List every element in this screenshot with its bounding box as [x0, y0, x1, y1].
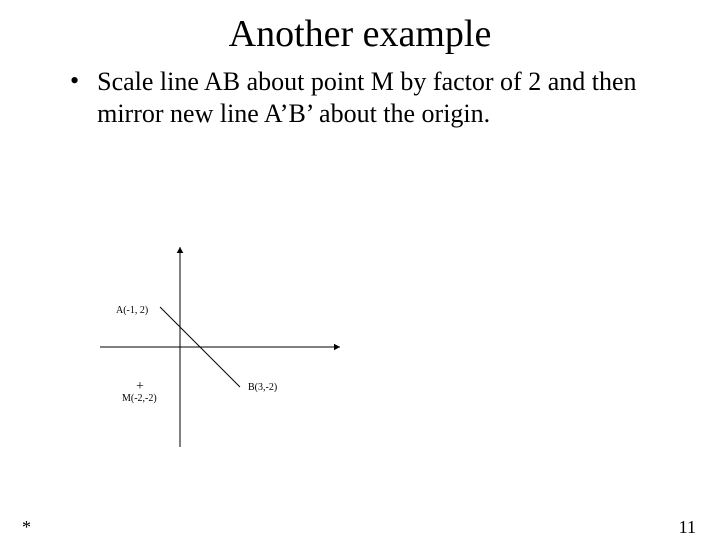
svg-text:B(3,-2): B(3,-2): [248, 382, 277, 393]
footer-left: *: [22, 517, 31, 538]
bullet-text: Scale line AB about point M by factor of…: [97, 66, 660, 130]
svg-text:A(-1, 2): A(-1, 2): [116, 305, 148, 316]
page-number: 11: [679, 517, 696, 538]
svg-text:+: +: [136, 379, 144, 394]
bullet-item: • Scale line AB about point M by factor …: [70, 66, 660, 130]
coordinate-diagram: A(-1, 2) B(3,-2) +M(-2,-2): [90, 227, 370, 477]
bullet-marker: •: [70, 66, 79, 96]
slide-title: Another example: [0, 12, 720, 56]
svg-text:M(-2,-2): M(-2,-2): [122, 393, 157, 404]
